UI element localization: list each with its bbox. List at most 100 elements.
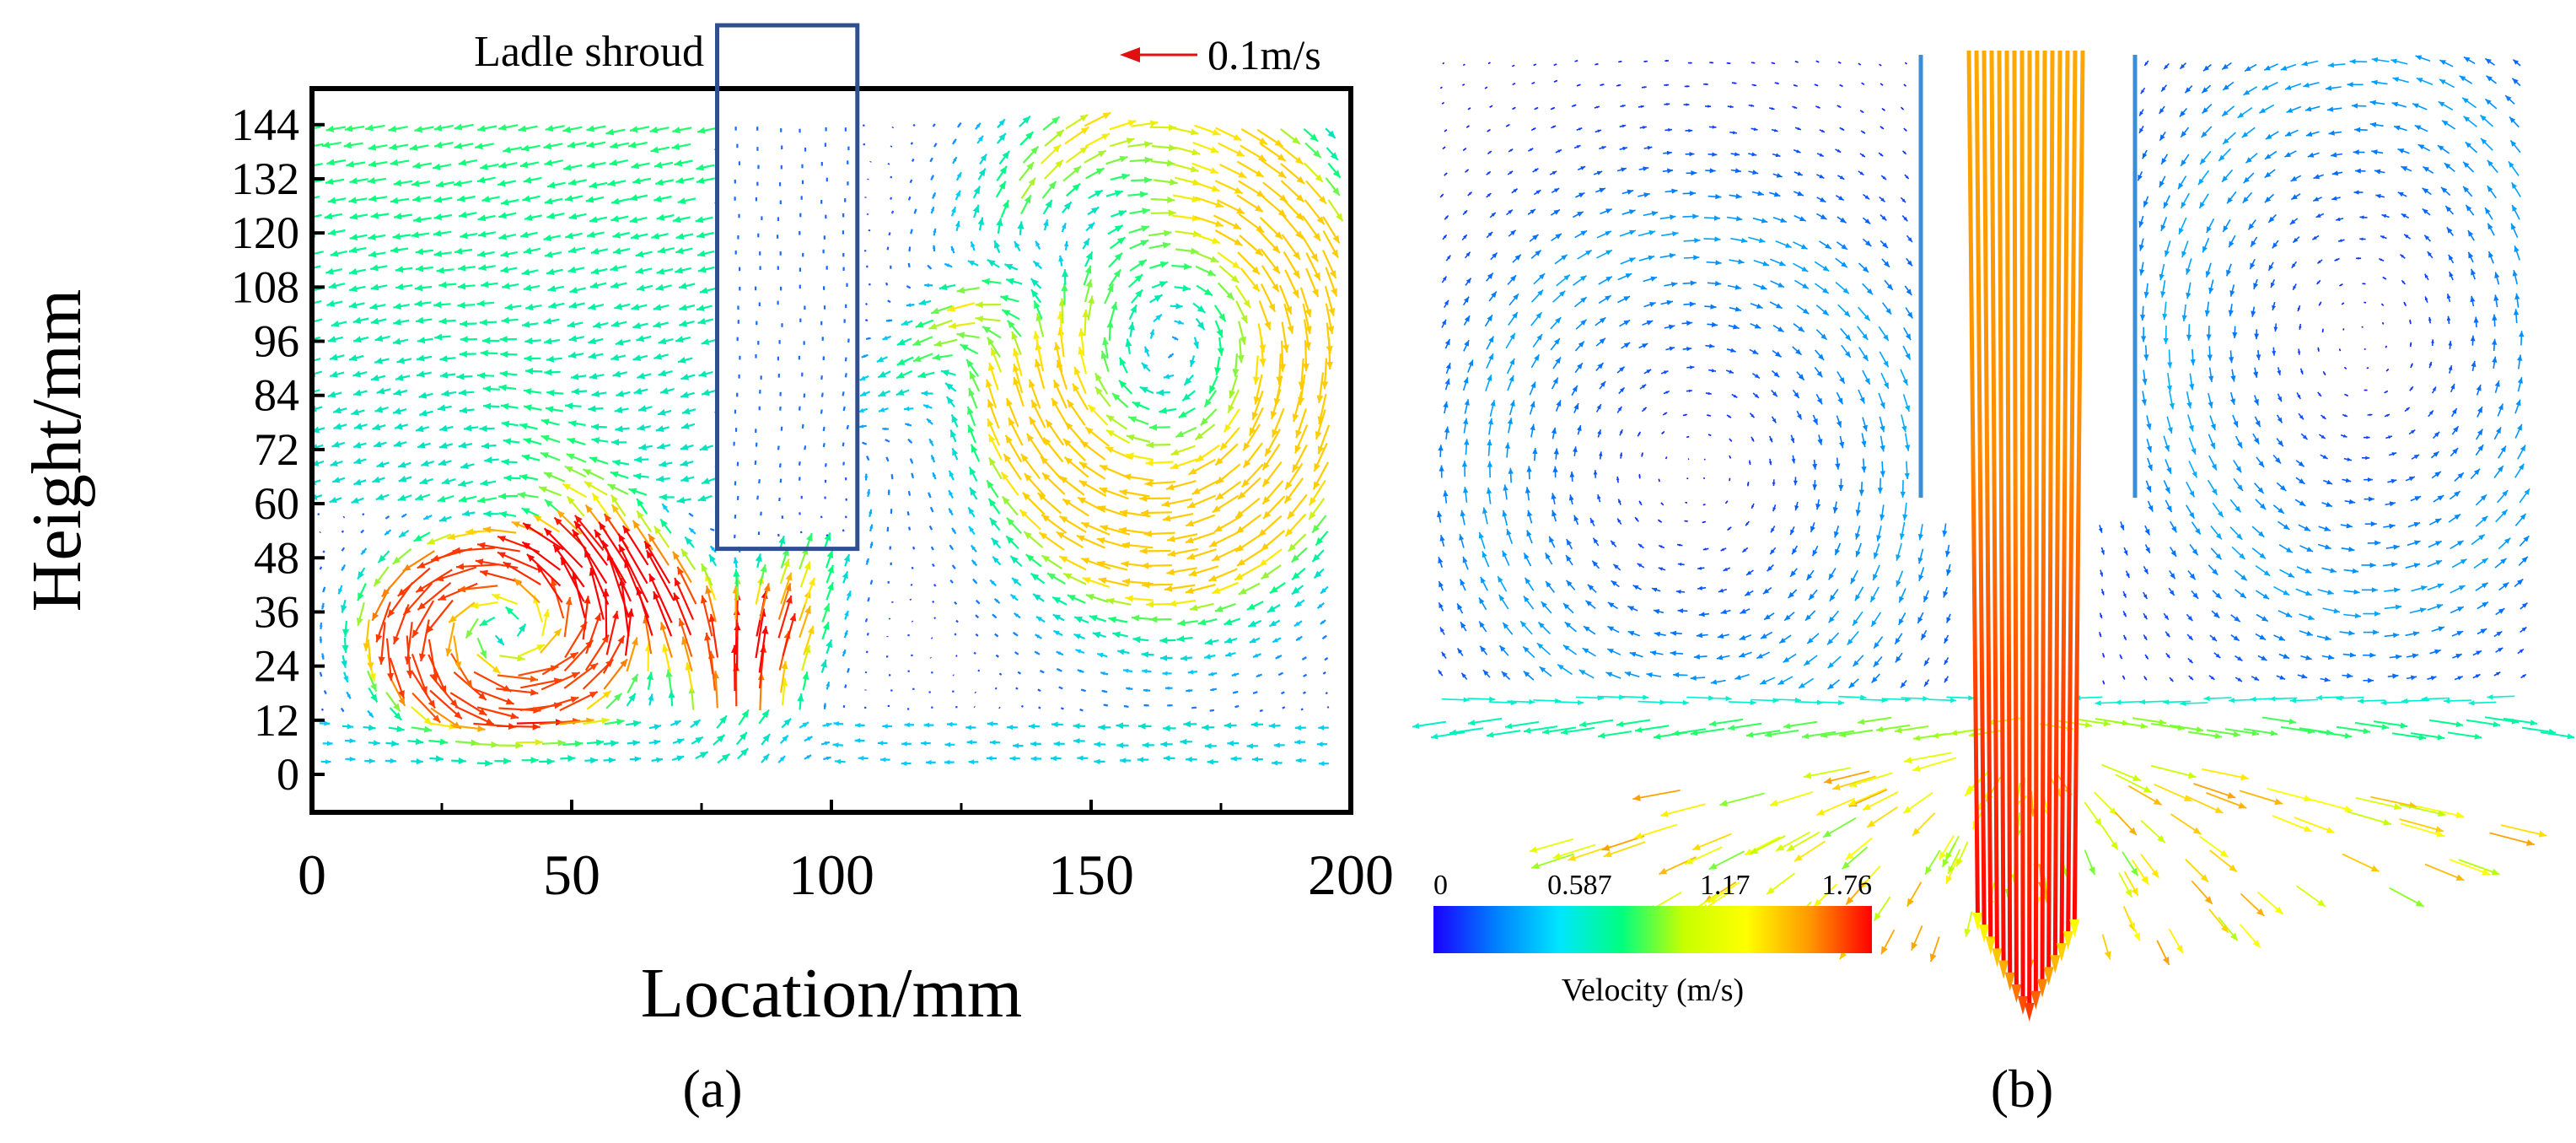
velocity-arrow: [498, 510, 517, 518]
velocity-arrow: [1498, 594, 1509, 610]
velocity-arrow: [1566, 538, 1573, 550]
velocity-arrow: [1236, 194, 1264, 213]
velocity-arrow: [1119, 758, 1132, 763]
velocity-arrow: [1805, 569, 1815, 581]
velocity-arrow: [457, 480, 474, 488]
velocity-arrow: [1596, 249, 1613, 259]
velocity-arrow: [1037, 688, 1041, 693]
velocity-arrow: [948, 470, 955, 481]
velocity-arrow: [521, 268, 539, 276]
velocity-arrow: [1116, 742, 1129, 749]
velocity-arrow: [1259, 709, 1263, 713]
velocity-arrow: [757, 233, 760, 238]
velocity-arrow: [2132, 860, 2149, 886]
velocity-arrow: [2517, 354, 2523, 369]
velocity-arrow: [1217, 282, 1235, 301]
velocity-arrow: [2364, 389, 2368, 391]
velocity-arrow: [890, 210, 895, 214]
velocity-arrow: [1827, 655, 1842, 669]
velocity-arrow: [2233, 477, 2244, 492]
velocity-arrow: [329, 497, 342, 504]
velocity-arrow: [2276, 438, 2284, 447]
velocity-arrow: [1207, 758, 1218, 765]
velocity-arrow: [975, 633, 979, 637]
velocity-arrow: [1060, 707, 1064, 710]
velocity-arrow: [497, 741, 524, 749]
velocity-arrow: [1756, 651, 1771, 660]
velocity-arrow: [2493, 427, 2502, 440]
velocity-arrow: [1879, 196, 1886, 202]
velocity-arrow: [1291, 444, 1308, 473]
velocity-arrow: [1629, 651, 1643, 658]
velocity-arrow: [1823, 770, 1870, 784]
velocity-arrow: [1078, 479, 1107, 497]
velocity-arrow: [2353, 190, 2364, 195]
velocity-arrow: [1873, 542, 1880, 559]
velocity-arrow: [1163, 755, 1175, 762]
velocity-arrow: [1880, 83, 1884, 86]
velocity-arrow: [1162, 725, 1176, 732]
velocity-arrow: [938, 283, 956, 291]
velocity-arrow: [2458, 859, 2500, 876]
velocity-arrow: [1573, 211, 1584, 218]
velocity-arrow: [1717, 633, 1729, 639]
velocity-arrow: [386, 581, 414, 618]
velocity-arrow: [462, 509, 476, 517]
velocity-arrow: [1438, 580, 1444, 591]
velocity-arrow: [1599, 145, 1606, 150]
velocity-arrow: [866, 633, 869, 636]
velocity-arrow: [2159, 131, 2166, 142]
velocity-arrow: [1703, 458, 1706, 461]
velocity-arrow: [411, 600, 435, 639]
velocity-arrow: [1691, 833, 1732, 851]
velocity-arrow: [503, 146, 523, 154]
velocity-arrow: [1079, 709, 1084, 712]
velocity-arrow: [1014, 612, 1021, 619]
velocity-arrow: [1223, 637, 1238, 644]
velocity-arrow: [1941, 842, 1956, 868]
velocity-arrow: [738, 267, 741, 272]
velocity-arrow: [756, 321, 758, 326]
velocity-arrow: [659, 461, 673, 467]
velocity-arrow: [2295, 477, 2305, 485]
velocity-arrow: [1303, 127, 1319, 143]
velocity-arrow: [2321, 654, 2335, 660]
velocity-arrow: [734, 251, 737, 255]
velocity-arrow: [564, 465, 587, 478]
velocity-arrow: [1574, 59, 1578, 62]
velocity-arrow: [414, 299, 432, 307]
velocity-arrow: [1185, 583, 1216, 594]
velocity-arrow: [1811, 545, 1819, 557]
velocity-arrow: [1778, 634, 1792, 644]
velocity-arrow: [1009, 555, 1023, 568]
panel-b-label: (b): [1991, 1059, 2054, 1119]
velocity-arrow: [2143, 612, 2148, 620]
velocity-arrow: [1659, 803, 1706, 817]
y-tick-label: 96: [254, 316, 299, 367]
velocity-arrow: [2517, 445, 2526, 460]
velocity-arrow: [801, 372, 804, 377]
velocity-arrow: [994, 687, 998, 690]
velocity-arrow: [521, 757, 539, 764]
velocity-arrow: [1073, 633, 1085, 640]
velocity-arrow: [500, 251, 519, 258]
velocity-arrow: [2351, 103, 2367, 109]
velocity-arrow: [754, 286, 757, 291]
velocity-arrow: [1246, 601, 1264, 611]
velocity-arrow: [901, 761, 912, 766]
velocity-arrow: [1597, 429, 1602, 438]
velocity-arrow: [1816, 197, 1826, 203]
velocity-arrow: [2170, 813, 2202, 835]
velocity-arrow: [1595, 337, 1606, 347]
velocity-arrow: [1790, 434, 1795, 444]
velocity-arrow: [1637, 563, 1645, 569]
velocity-arrow: [1525, 487, 1531, 501]
velocity-arrow: [915, 319, 934, 328]
velocity-arrow: [1505, 208, 1514, 216]
velocity-arrow: [2208, 393, 2213, 408]
velocity-arrow: [623, 559, 650, 618]
velocity-arrow: [375, 493, 390, 501]
velocity-arrow: [374, 357, 390, 364]
velocity-arrow: [1820, 730, 1855, 738]
